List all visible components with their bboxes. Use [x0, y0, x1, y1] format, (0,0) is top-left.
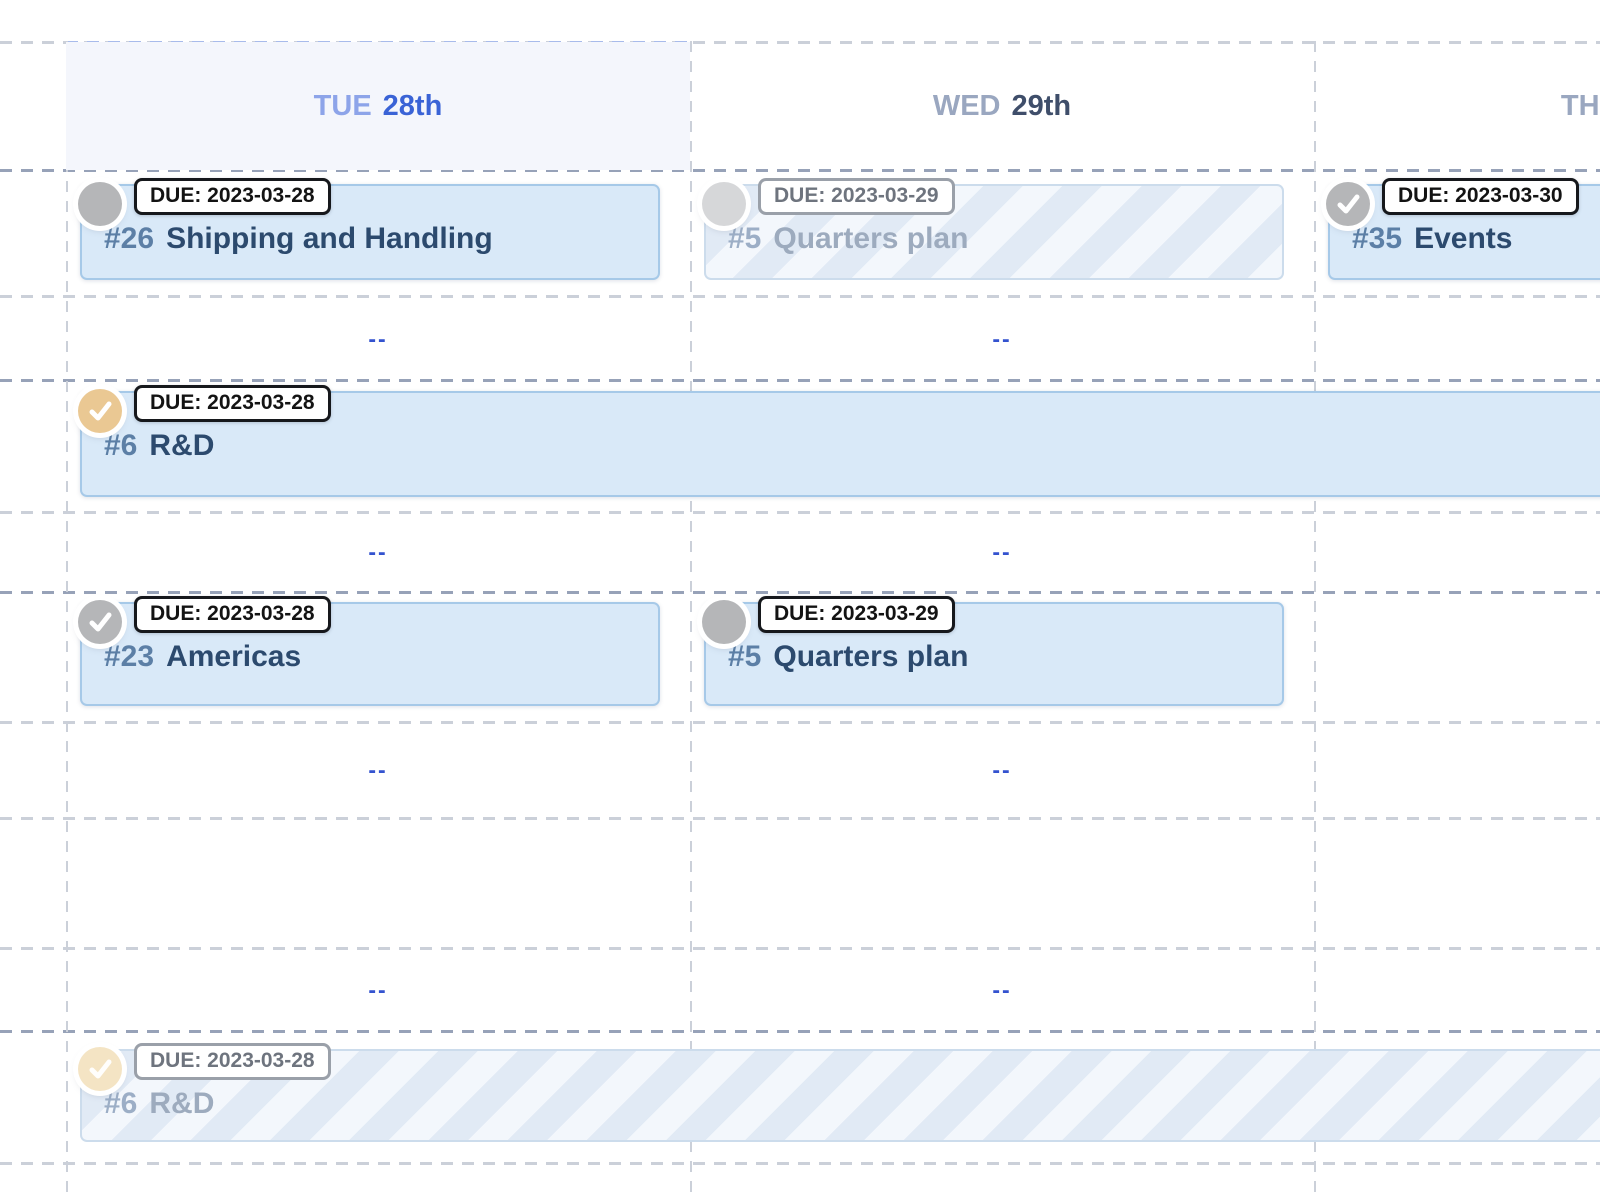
card-ref: #5	[728, 640, 762, 673]
card-body: #6 R&D	[82, 393, 1600, 463]
grid-line-v	[66, 41, 68, 1200]
day-date: 28th	[382, 89, 443, 122]
card-title: R&D	[149, 1087, 215, 1120]
card-body: #26 Shipping and Handling	[82, 186, 658, 256]
card-title: Quarters plan	[773, 222, 969, 255]
card-body: #5 Quarters plan	[706, 604, 1282, 674]
grid-line-h	[0, 379, 1600, 382]
day-header-thu: THU 30th	[1314, 42, 1600, 170]
card-ref: #23	[104, 640, 155, 673]
grid-line-v	[1314, 41, 1316, 1200]
status-done-icon[interactable]	[78, 600, 122, 644]
task-card-rnd[interactable]: #6 R&D	[80, 391, 1600, 497]
check-icon	[89, 612, 112, 632]
card-ref: #35	[1352, 222, 1403, 255]
card-title: Quarters plan	[773, 640, 969, 673]
empty-slot-link[interactable]: --	[368, 976, 388, 1003]
check-icon	[1337, 194, 1360, 214]
check-icon	[89, 401, 112, 421]
card-ref: #6	[104, 1087, 138, 1120]
status-open-icon[interactable]	[702, 182, 746, 226]
card-ref: #5	[728, 222, 762, 255]
day-header-tue: TUE 28th	[66, 42, 690, 170]
grid-line-h	[0, 947, 1600, 950]
empty-slot-link[interactable]: --	[992, 976, 1012, 1003]
day-label: THU	[1560, 89, 1600, 122]
day-header-wed: WED 29th	[690, 42, 1314, 170]
card-body: #6 R&D	[82, 1051, 1600, 1121]
empty-slot-link[interactable]: --	[992, 756, 1012, 783]
due-badge: DUE: 2023-03-28	[134, 596, 331, 633]
task-card-americas[interactable]: #23 Americas	[80, 602, 660, 706]
empty-slot-link[interactable]: --	[368, 756, 388, 783]
status-open-icon[interactable]	[78, 182, 122, 226]
card-body: #23 Americas	[82, 604, 658, 674]
card-ref: #26	[104, 222, 155, 255]
grid-line-h	[0, 41, 1600, 44]
grid-line-h	[0, 721, 1600, 724]
day-label: TUE	[313, 89, 372, 122]
check-icon	[89, 1059, 112, 1079]
empty-slot-link[interactable]: --	[368, 325, 388, 352]
empty-slot-link[interactable]: --	[992, 538, 1012, 565]
due-badge: DUE: 2023-03-28	[134, 385, 331, 422]
empty-slot-link[interactable]: --	[368, 538, 388, 565]
status-done-icon[interactable]	[78, 1047, 122, 1091]
card-title: R&D	[149, 429, 215, 462]
grid-line-h	[0, 295, 1600, 298]
grid-line-h	[0, 169, 1600, 172]
due-badge: DUE: 2023-03-29	[758, 596, 955, 633]
due-badge: DUE: 2023-03-29	[758, 178, 955, 215]
card-body: #35 Events	[1330, 186, 1600, 256]
card-title: Americas	[166, 640, 302, 673]
card-title: Events	[1414, 222, 1513, 255]
task-card-rnd-ghost[interactable]: #6 R&D	[80, 1049, 1600, 1142]
grid-line-v	[690, 41, 692, 1200]
empty-slot-link[interactable]: --	[992, 325, 1012, 352]
status-open-icon[interactable]	[702, 600, 746, 644]
due-badge: DUE: 2023-03-30	[1382, 178, 1579, 215]
day-date: 29th	[1011, 89, 1072, 122]
grid-line-h	[0, 511, 1600, 514]
due-badge: DUE: 2023-03-28	[134, 1043, 331, 1080]
status-done-icon[interactable]	[78, 389, 122, 433]
grid-line-h	[0, 1030, 1600, 1033]
card-title: Shipping and Handling	[166, 222, 493, 255]
grid-line-h	[0, 591, 1600, 594]
grid-line-h	[0, 817, 1600, 820]
day-label: WED	[932, 89, 1001, 122]
card-ref: #6	[104, 429, 138, 462]
grid-line-h	[0, 1162, 1600, 1165]
card-body: #5 Quarters plan	[706, 186, 1282, 256]
due-badge: DUE: 2023-03-28	[134, 178, 331, 215]
status-done-icon[interactable]	[1326, 182, 1370, 226]
